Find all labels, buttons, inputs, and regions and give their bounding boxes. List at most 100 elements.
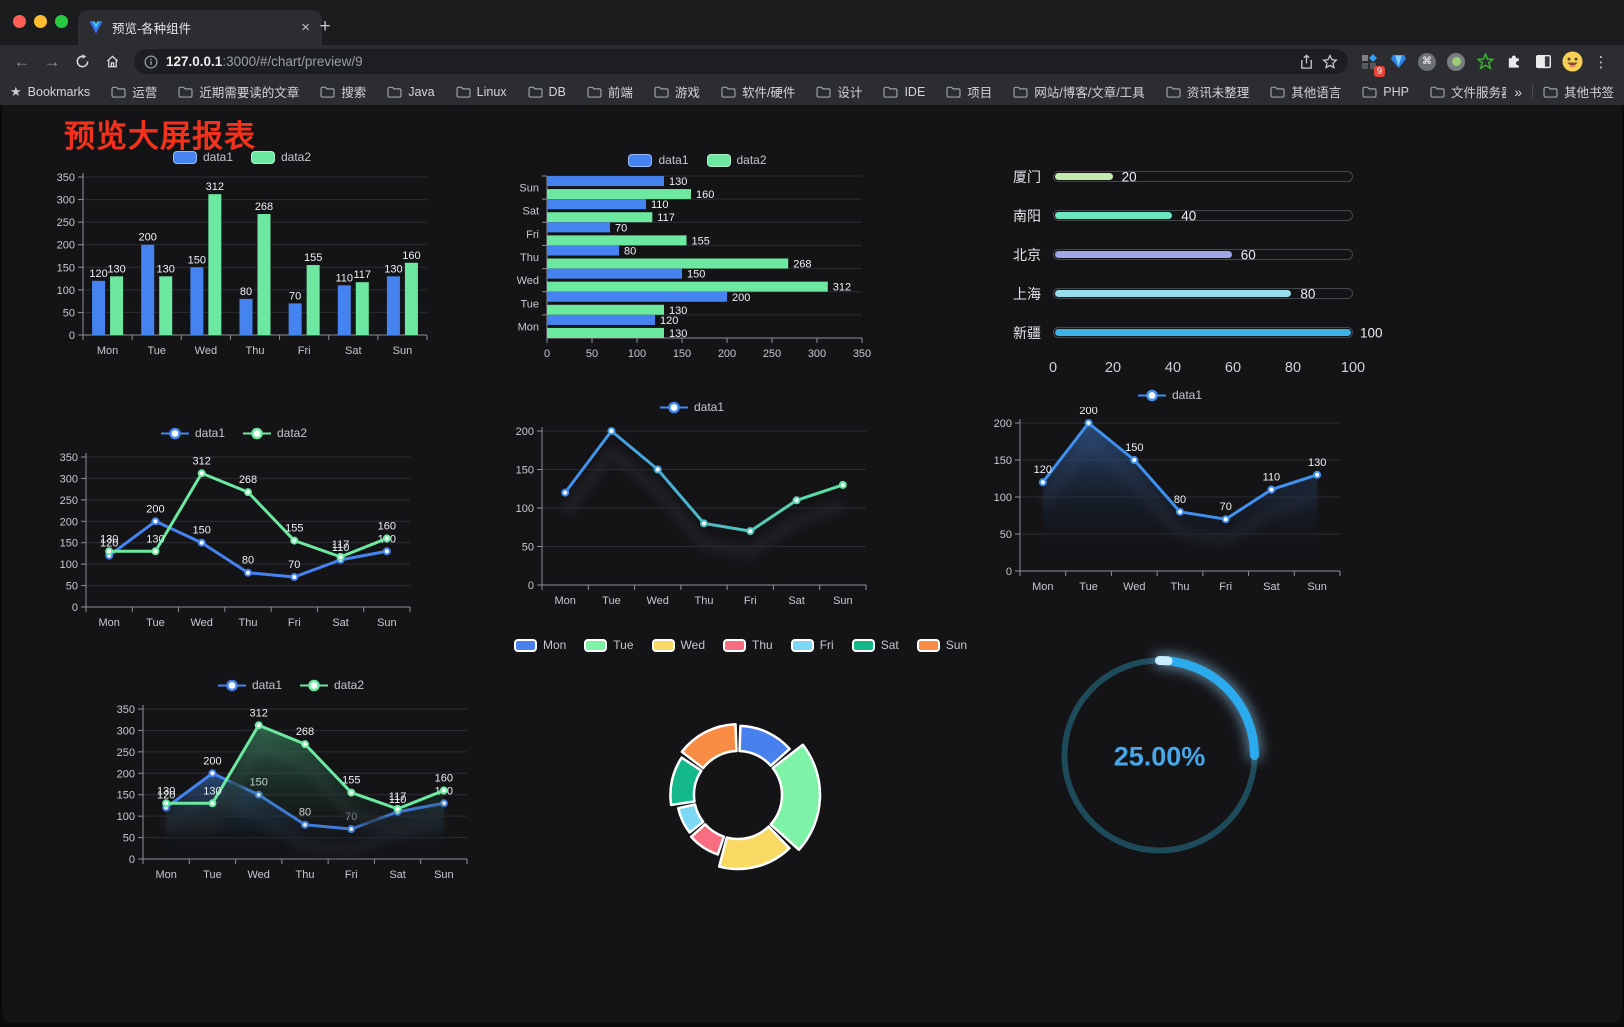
reload-button[interactable] [68, 49, 96, 75]
pie-slice-Sun[interactable] [680, 722, 738, 770]
bookmark-item[interactable]: 设计 [816, 82, 862, 101]
svg-text:80: 80 [240, 286, 252, 298]
bookmark-item[interactable]: PHP [1362, 85, 1409, 99]
pie-slice-Thu[interactable] [689, 823, 726, 856]
share-icon[interactable] [1299, 53, 1314, 70]
browser-tab[interactable]: 预览-各种组件 × [78, 10, 322, 45]
legend-item-Sat[interactable]: Sat [851, 638, 899, 652]
home-button[interactable] [98, 49, 126, 75]
bookmark-item[interactable]: 前端 [587, 82, 633, 101]
legend-item-data1[interactable]: data1 [628, 153, 689, 167]
address-bar[interactable]: 127.0.0.1:3000/#/chart/preview/9 [134, 49, 1348, 74]
pie-slice-Fri[interactable] [676, 803, 705, 834]
svg-text:200: 200 [203, 755, 221, 767]
bookmarks-overflow-chevron[interactable]: » [1514, 83, 1522, 100]
folder-icon [1013, 86, 1028, 98]
gem-extension-icon[interactable] [1387, 51, 1409, 73]
chart-legend: Mon Tue Wed Thu Fri Sat Sun [513, 635, 967, 655]
record-circle-icon[interactable] [1445, 51, 1467, 73]
tab-close-icon[interactable]: × [301, 19, 310, 36]
legend-item-Tue[interactable]: Tue [584, 638, 634, 652]
puzzle-extension-icon[interactable] [1503, 51, 1525, 73]
sidebar-toggle-icon[interactable] [1532, 51, 1554, 73]
svg-text:70: 70 [615, 222, 627, 234]
legend-item-data2[interactable]: data2 [300, 678, 364, 692]
chart-legend: data1 data2 [105, 675, 477, 695]
bookmark-item[interactable]: 其他语言 [1270, 82, 1341, 101]
svg-text:Tue: Tue [147, 345, 166, 357]
folder-icon [1270, 86, 1285, 98]
bookmark-item[interactable]: 搜索 [320, 82, 366, 101]
bookmark-item[interactable]: 软件/硬件 [721, 82, 795, 101]
bookmarks-manager-item[interactable]: ★ Bookmarks [10, 83, 91, 99]
progress-value: 100 [1360, 325, 1383, 340]
legend-swatch [628, 153, 653, 167]
bookmark-item[interactable]: Java [387, 85, 435, 99]
bookmark-item[interactable]: 资讯未整理 [1166, 82, 1249, 101]
legend-item-data2[interactable]: data2 [706, 153, 767, 167]
progress-value: 20 [1121, 169, 1137, 184]
svg-text:130: 130 [669, 328, 687, 340]
svg-text:200: 200 [1079, 407, 1097, 417]
bookmark-item[interactable]: 文件服务器 [1430, 82, 1506, 101]
forward-button[interactable]: → [43, 51, 61, 71]
bookmark-item[interactable]: 游戏 [654, 82, 700, 101]
legend-item-data1[interactable]: data1 [172, 150, 233, 164]
svg-text:150: 150 [57, 262, 75, 274]
legend-item-data2[interactable]: data2 [243, 426, 307, 440]
progress-value: 60 [1240, 247, 1256, 262]
window-close-button[interactable] [13, 15, 26, 28]
bookmark-star-icon[interactable] [1322, 53, 1338, 70]
command-circle-icon[interactable]: ⌘ [1416, 51, 1438, 73]
bookmark-item[interactable]: DB [527, 85, 566, 99]
home-icon [106, 55, 118, 68]
legend-item-data2[interactable]: data2 [251, 150, 311, 164]
pie-slice-Sat[interactable] [669, 756, 703, 807]
svg-text:Thu: Thu [695, 595, 714, 607]
svg-text:155: 155 [692, 235, 710, 247]
svg-text:100: 100 [628, 348, 646, 360]
legend-item-data1[interactable]: data1 [217, 678, 282, 692]
legend-item-Wed[interactable]: Wed [651, 638, 705, 652]
site-info-icon[interactable] [144, 55, 158, 69]
window-zoom-button[interactable] [55, 15, 68, 28]
svg-text:300: 300 [57, 195, 75, 207]
bookmark-item[interactable]: 运营 [111, 82, 157, 101]
bookmark-item[interactable]: 网站/博客/文章/工具 [1013, 82, 1145, 101]
legend-item-Mon[interactable]: Mon [513, 638, 566, 652]
progress-value: 80 [1300, 286, 1316, 301]
legend-item-Thu[interactable]: Thu [723, 638, 773, 652]
legend-item-data1[interactable]: data1 [659, 400, 724, 414]
other-bookmarks-folder[interactable]: 其他书签 [1543, 82, 1614, 101]
svg-text:300: 300 [117, 725, 135, 737]
pie-slice-Mon[interactable] [738, 724, 791, 767]
window-minimize-button[interactable] [34, 15, 47, 28]
new-tab-button[interactable]: + [319, 16, 331, 37]
tab-title: 预览-各种组件 [112, 22, 192, 36]
legend-item-Fri[interactable]: Fri [790, 638, 834, 652]
green-star-icon[interactable] [1474, 51, 1496, 73]
svg-text:Fri: Fri [744, 595, 757, 607]
legend-item-Sun[interactable]: Sun [916, 638, 967, 652]
legend-item-data1[interactable]: data1 [1137, 388, 1202, 402]
legend-line-marker [659, 401, 688, 413]
bookmarks-bar-right: » 其他书签 [1506, 82, 1614, 101]
svg-text:Fri: Fri [288, 617, 301, 629]
extensions-grid-icon[interactable]: 9 [1358, 51, 1385, 77]
pie-slice-Wed[interactable] [717, 825, 791, 871]
bookmark-item[interactable]: 项目 [946, 82, 992, 101]
bookmark-item[interactable]: IDE [883, 85, 925, 99]
browser-menu-icon[interactable]: ⋮ [1593, 53, 1609, 71]
chart-legend: data1 data2 [48, 423, 420, 443]
svg-text:120: 120 [89, 268, 107, 280]
pie-slice-Tue[interactable] [769, 743, 822, 852]
folder-icon [587, 86, 602, 98]
svg-text:130: 130 [107, 263, 125, 275]
back-button[interactable]: ← [13, 51, 31, 71]
legend-item-data1[interactable]: data1 [160, 426, 225, 440]
bookmark-item[interactable]: Linux [456, 85, 507, 99]
profile-avatar[interactable] [1561, 51, 1583, 73]
progress-row: 上海 80 [995, 274, 1353, 313]
progress-fill [1055, 290, 1292, 297]
bookmark-item[interactable]: 近期需要读的文章 [178, 82, 299, 101]
